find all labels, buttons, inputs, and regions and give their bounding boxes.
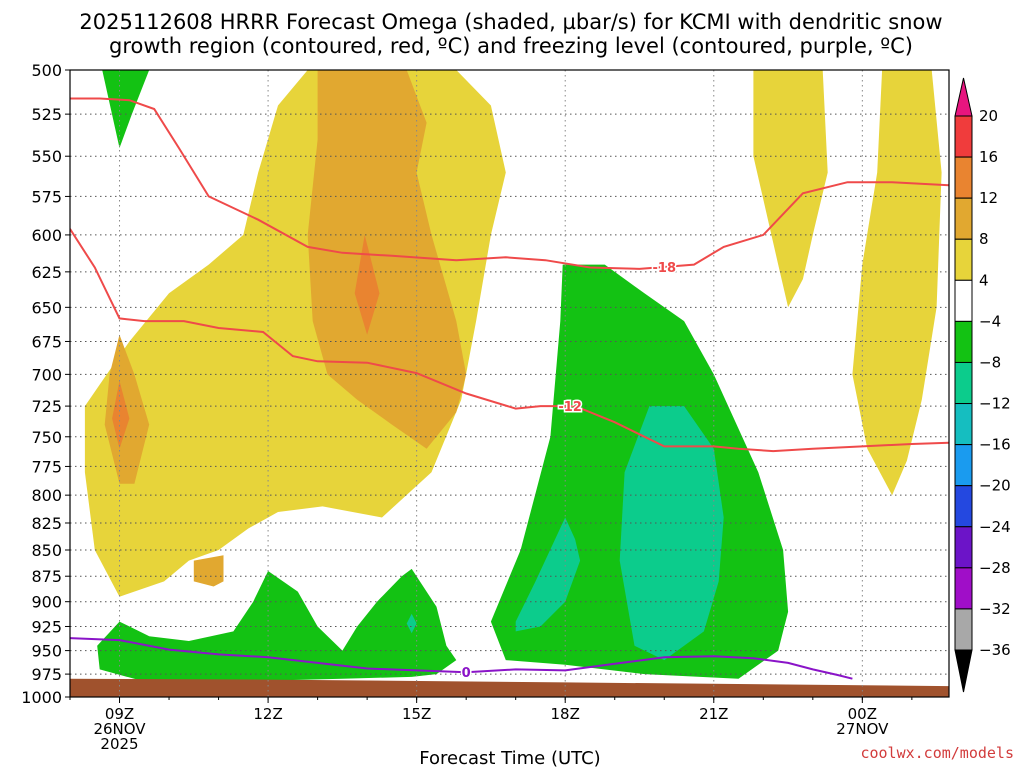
- x-tick-label-0-2: 2025: [100, 735, 138, 753]
- colorbar-swatch-12: [954, 608, 973, 651]
- y-tick-label-16: 900: [31, 593, 62, 612]
- x-tick-label-4-0: 21Z: [699, 705, 728, 723]
- colorbar-label-0: 20: [979, 107, 998, 125]
- omega-region-6: [354, 234, 380, 335]
- colorbar-label-12: −32: [979, 600, 1011, 618]
- y-tick-label-13: 825: [31, 514, 62, 533]
- omega-region-13: [406, 613, 417, 634]
- chart-title-line-2: growth region (contoured, red, ºC) and f…: [109, 34, 913, 58]
- y-tick-label-3: 575: [31, 187, 62, 206]
- colorbar-swatch-3: [954, 238, 973, 281]
- y-tick-label-1: 525: [31, 105, 62, 124]
- colorbar-swatch-top: [954, 77, 973, 117]
- y-tick-label-0: 500: [31, 61, 62, 80]
- x-tick-label-1-0: 12Z: [253, 705, 282, 723]
- colorbar-label-9: −20: [979, 477, 1011, 495]
- colorbar: 20 16 12 8 4 −4 −8 −12 −16 −20 −24 −28 −32 −36: [954, 77, 1011, 693]
- contour-lines: -18 -12 0: [70, 97, 949, 683]
- omega-region-12: [515, 517, 581, 632]
- colorbar-label-3: 8: [979, 230, 989, 248]
- contour-line-2: [70, 637, 853, 680]
- x-tick-label-2-0: 15Z: [402, 705, 431, 723]
- omega-region-5: [193, 555, 224, 587]
- x-tick-label-0-0: 09Z: [105, 705, 134, 723]
- contour-label-0: -18: [653, 261, 677, 276]
- colorbar-swatch-6: [954, 361, 973, 405]
- colorbar-swatch-0: [954, 115, 973, 158]
- colorbar-label-6: −8: [979, 353, 1001, 371]
- y-tick-label-19: 975: [31, 665, 62, 684]
- y-tick-label-5: 625: [31, 263, 62, 282]
- colorbar-swatch-7: [954, 403, 973, 446]
- colorbar-swatch-2: [954, 197, 973, 240]
- omega-region-1: [753, 70, 828, 308]
- contour-line-0: [70, 97, 949, 270]
- colorbar-swatch-4: [954, 279, 973, 322]
- x-tick-label-0-1: 26NOV: [93, 720, 146, 738]
- colorbar-label-10: −24: [979, 518, 1011, 536]
- colorbar-label-2: 12: [979, 189, 998, 207]
- colorbar-label-13: −36: [979, 641, 1011, 659]
- omega-region-7: [112, 380, 130, 449]
- colorbar-label-8: −16: [979, 436, 1011, 454]
- colorbar-swatch-9: [954, 485, 973, 528]
- y-tick-label-11: 775: [31, 457, 62, 476]
- y-axis: 500 525 550 575 600 625 650 675 700 725 750 775 800 8…: [21, 61, 70, 707]
- y-tick-label-14: 850: [31, 541, 62, 560]
- colorbar-swatch-1: [954, 156, 973, 199]
- colorbar-label-11: −28: [979, 559, 1011, 577]
- y-tick-label-12: 800: [31, 486, 62, 505]
- omega-region-11: [619, 406, 724, 661]
- colorbar-swatch-bottom: [954, 649, 973, 693]
- contour-label-1: -12: [558, 400, 582, 415]
- credit-text: coolwx.com/models: [860, 744, 1014, 762]
- colorbar-label-7: −12: [979, 395, 1011, 413]
- colorbar-swatch-10: [954, 526, 973, 569]
- colorbar-label-4: 4: [979, 271, 989, 289]
- y-tick-label-10: 750: [31, 428, 62, 447]
- x-tick-label-5-1: 27NOV: [836, 720, 889, 738]
- omega-region-8: [102, 70, 150, 148]
- contour-label-2: 0: [462, 666, 471, 681]
- contour-line-1: [70, 228, 949, 453]
- chart-title-line-1: 2025112608 HRRR Forecast Omega (shaded, …: [79, 10, 942, 34]
- colorbar-swatch-8: [954, 444, 973, 487]
- omega-region-2: [852, 70, 942, 496]
- omega-region-3: [307, 70, 467, 449]
- y-tick-label-17: 925: [31, 617, 62, 636]
- colorbar-swatch-11: [954, 567, 973, 610]
- y-tick-label-6: 650: [31, 298, 62, 317]
- y-tick-label-7: 675: [31, 332, 62, 351]
- y-tick-label-18: 950: [31, 642, 62, 661]
- y-tick-label-8: 700: [31, 365, 62, 384]
- y-tick-label-4: 600: [31, 226, 62, 245]
- plot-frame: [69, 69, 950, 698]
- x-tick-label-3-0: 18Z: [551, 705, 580, 723]
- omega-region-10: [97, 568, 457, 682]
- terrain-fill: [70, 678, 949, 697]
- colorbar-swatch-5: [954, 320, 973, 363]
- plot-area: [70, 70, 949, 697]
- y-tick-label-2: 550: [31, 147, 62, 166]
- x-axis-label: Forecast Time (UTC): [419, 748, 600, 768]
- y-tick-label-9: 725: [31, 397, 62, 416]
- y-tick-label-15: 875: [31, 567, 62, 586]
- colorbar-label-1: 16: [979, 148, 998, 166]
- y-tick-label-20: 1000: [21, 688, 62, 707]
- colorbar-label-5: −4: [979, 312, 1001, 330]
- x-tick-label-5-0: 00Z: [848, 705, 877, 723]
